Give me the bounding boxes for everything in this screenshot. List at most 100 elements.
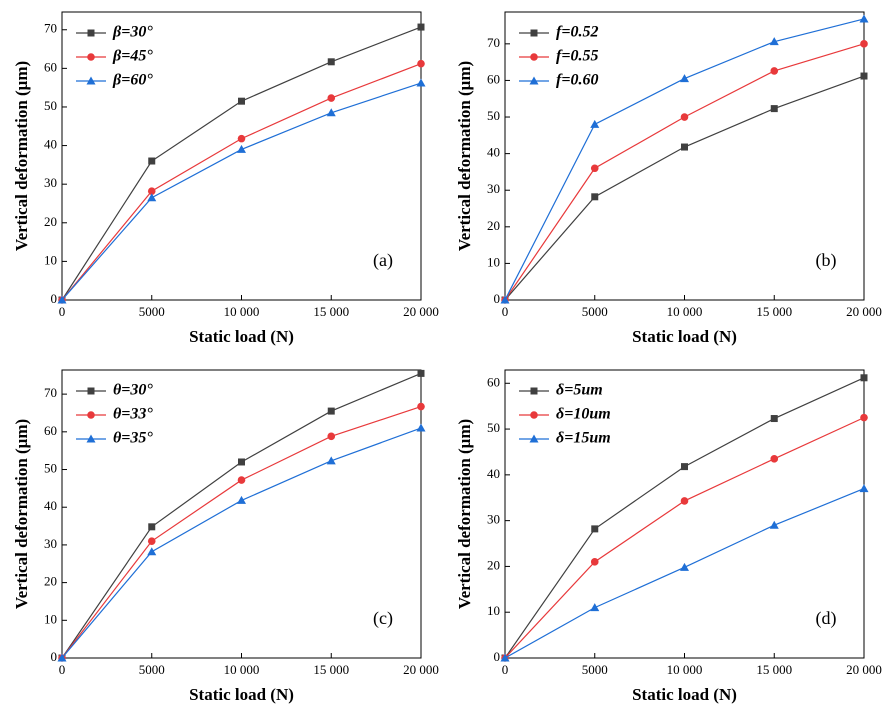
y-tick-label: 40 — [44, 137, 57, 152]
marker — [237, 476, 246, 484]
marker — [590, 558, 599, 566]
marker — [327, 407, 335, 415]
x-axis-label: Static load (N) — [189, 685, 294, 704]
panel-label: (d) — [816, 608, 837, 629]
marker — [591, 193, 599, 201]
marker — [590, 164, 599, 173]
x-tick-label: 15 000 — [313, 304, 349, 319]
legend-label: f=0.52 — [556, 24, 598, 41]
legend-label: θ=33° — [113, 406, 153, 423]
y-tick-label: 40 — [487, 466, 500, 481]
marker — [57, 653, 67, 662]
x-tick-label: 20 000 — [403, 304, 439, 319]
y-tick-label: 70 — [44, 385, 57, 400]
panel: 0 10 20 30 40 50 60 70 0 5000 10 000 15 000 20 000 St… — [12, 369, 439, 704]
y-tick-label: 30 — [44, 175, 57, 190]
marker — [859, 14, 869, 23]
x-tick-label: 15 000 — [756, 662, 792, 677]
y-tick-label: 30 — [44, 536, 57, 551]
y-tick-label: 30 — [487, 512, 500, 527]
plot-frame — [504, 11, 865, 301]
marker — [860, 72, 868, 80]
x-tick-label: 20 000 — [403, 662, 439, 677]
series-line — [504, 75, 865, 301]
legend-label: δ=15um — [556, 430, 611, 447]
marker — [237, 144, 246, 153]
marker — [530, 411, 538, 419]
x-tick-label: 20 000 — [846, 662, 882, 677]
y-axis-label: Vertical deformation (μm) — [455, 419, 474, 609]
marker — [860, 413, 868, 422]
panel-label: (c) — [373, 608, 393, 629]
series-line — [504, 488, 865, 659]
y-tick-label: 60 — [487, 71, 500, 86]
x-tick-label: 5000 — [582, 304, 608, 319]
legend-label: β=60° — [112, 72, 153, 89]
y-tick-label: 20 — [487, 218, 500, 233]
marker — [529, 434, 539, 443]
y-tick-label: 70 — [44, 21, 57, 36]
marker — [238, 97, 245, 105]
plot-frame — [61, 11, 422, 301]
y-tick-label: 60 — [487, 374, 500, 389]
x-tick-label: 10 000 — [667, 662, 703, 677]
marker — [326, 456, 336, 465]
y-tick-label: 50 — [487, 108, 500, 123]
y-tick-label: 40 — [44, 498, 57, 513]
marker — [416, 78, 426, 87]
marker — [529, 76, 539, 85]
marker — [680, 497, 689, 505]
marker — [500, 653, 510, 662]
marker — [417, 23, 425, 31]
marker — [147, 187, 156, 195]
marker — [327, 58, 335, 66]
marker — [237, 134, 246, 143]
marker — [770, 67, 779, 75]
x-axis-label: Static load (N) — [632, 327, 737, 346]
panel: 0 10 20 30 40 50 60 70 0 5000 10 000 15 000 20 000 St… — [455, 11, 882, 346]
marker — [87, 387, 95, 395]
legend-label: f=0.60 — [556, 72, 598, 89]
marker — [86, 76, 96, 85]
marker — [770, 455, 779, 463]
plot-frame — [61, 369, 422, 659]
marker — [770, 415, 778, 423]
x-tick-label: 15 000 — [756, 304, 792, 319]
marker — [87, 53, 95, 61]
marker — [147, 193, 157, 202]
series-line — [61, 26, 422, 301]
y-tick-label: 0 — [494, 291, 501, 306]
marker — [680, 562, 689, 571]
x-tick-label: 20 000 — [846, 304, 882, 319]
marker — [417, 59, 425, 68]
marker — [680, 74, 689, 83]
y-tick-label: 20 — [44, 214, 57, 229]
y-tick-label: 20 — [487, 557, 500, 572]
y-tick-label: 10 — [487, 603, 500, 618]
marker — [238, 458, 245, 466]
marker — [530, 387, 538, 395]
panel-label: (a) — [373, 250, 393, 271]
marker — [500, 295, 510, 304]
marker — [148, 523, 156, 531]
x-tick-label: 0 — [59, 662, 66, 677]
y-tick-label: 50 — [44, 98, 57, 113]
y-tick-label: 50 — [44, 461, 57, 476]
marker — [57, 295, 67, 304]
panel: 0 10 20 30 40 50 60 70 0 5000 10 000 15 000 20 000 St… — [12, 11, 439, 346]
marker — [680, 113, 689, 121]
y-tick-label: 70 — [487, 35, 500, 50]
marker — [681, 463, 688, 471]
y-tick-label: 60 — [44, 59, 57, 74]
marker — [769, 520, 779, 529]
legend-label: θ=35° — [113, 430, 153, 447]
plot-frame — [504, 369, 865, 659]
y-tick-label: 30 — [487, 181, 500, 196]
y-tick-label: 0 — [51, 649, 58, 664]
panel-label: (b) — [816, 250, 837, 271]
x-tick-label: 15 000 — [313, 662, 349, 677]
legend-label: δ=5um — [556, 382, 603, 399]
marker — [327, 432, 336, 441]
marker — [416, 423, 426, 432]
marker — [326, 108, 336, 117]
